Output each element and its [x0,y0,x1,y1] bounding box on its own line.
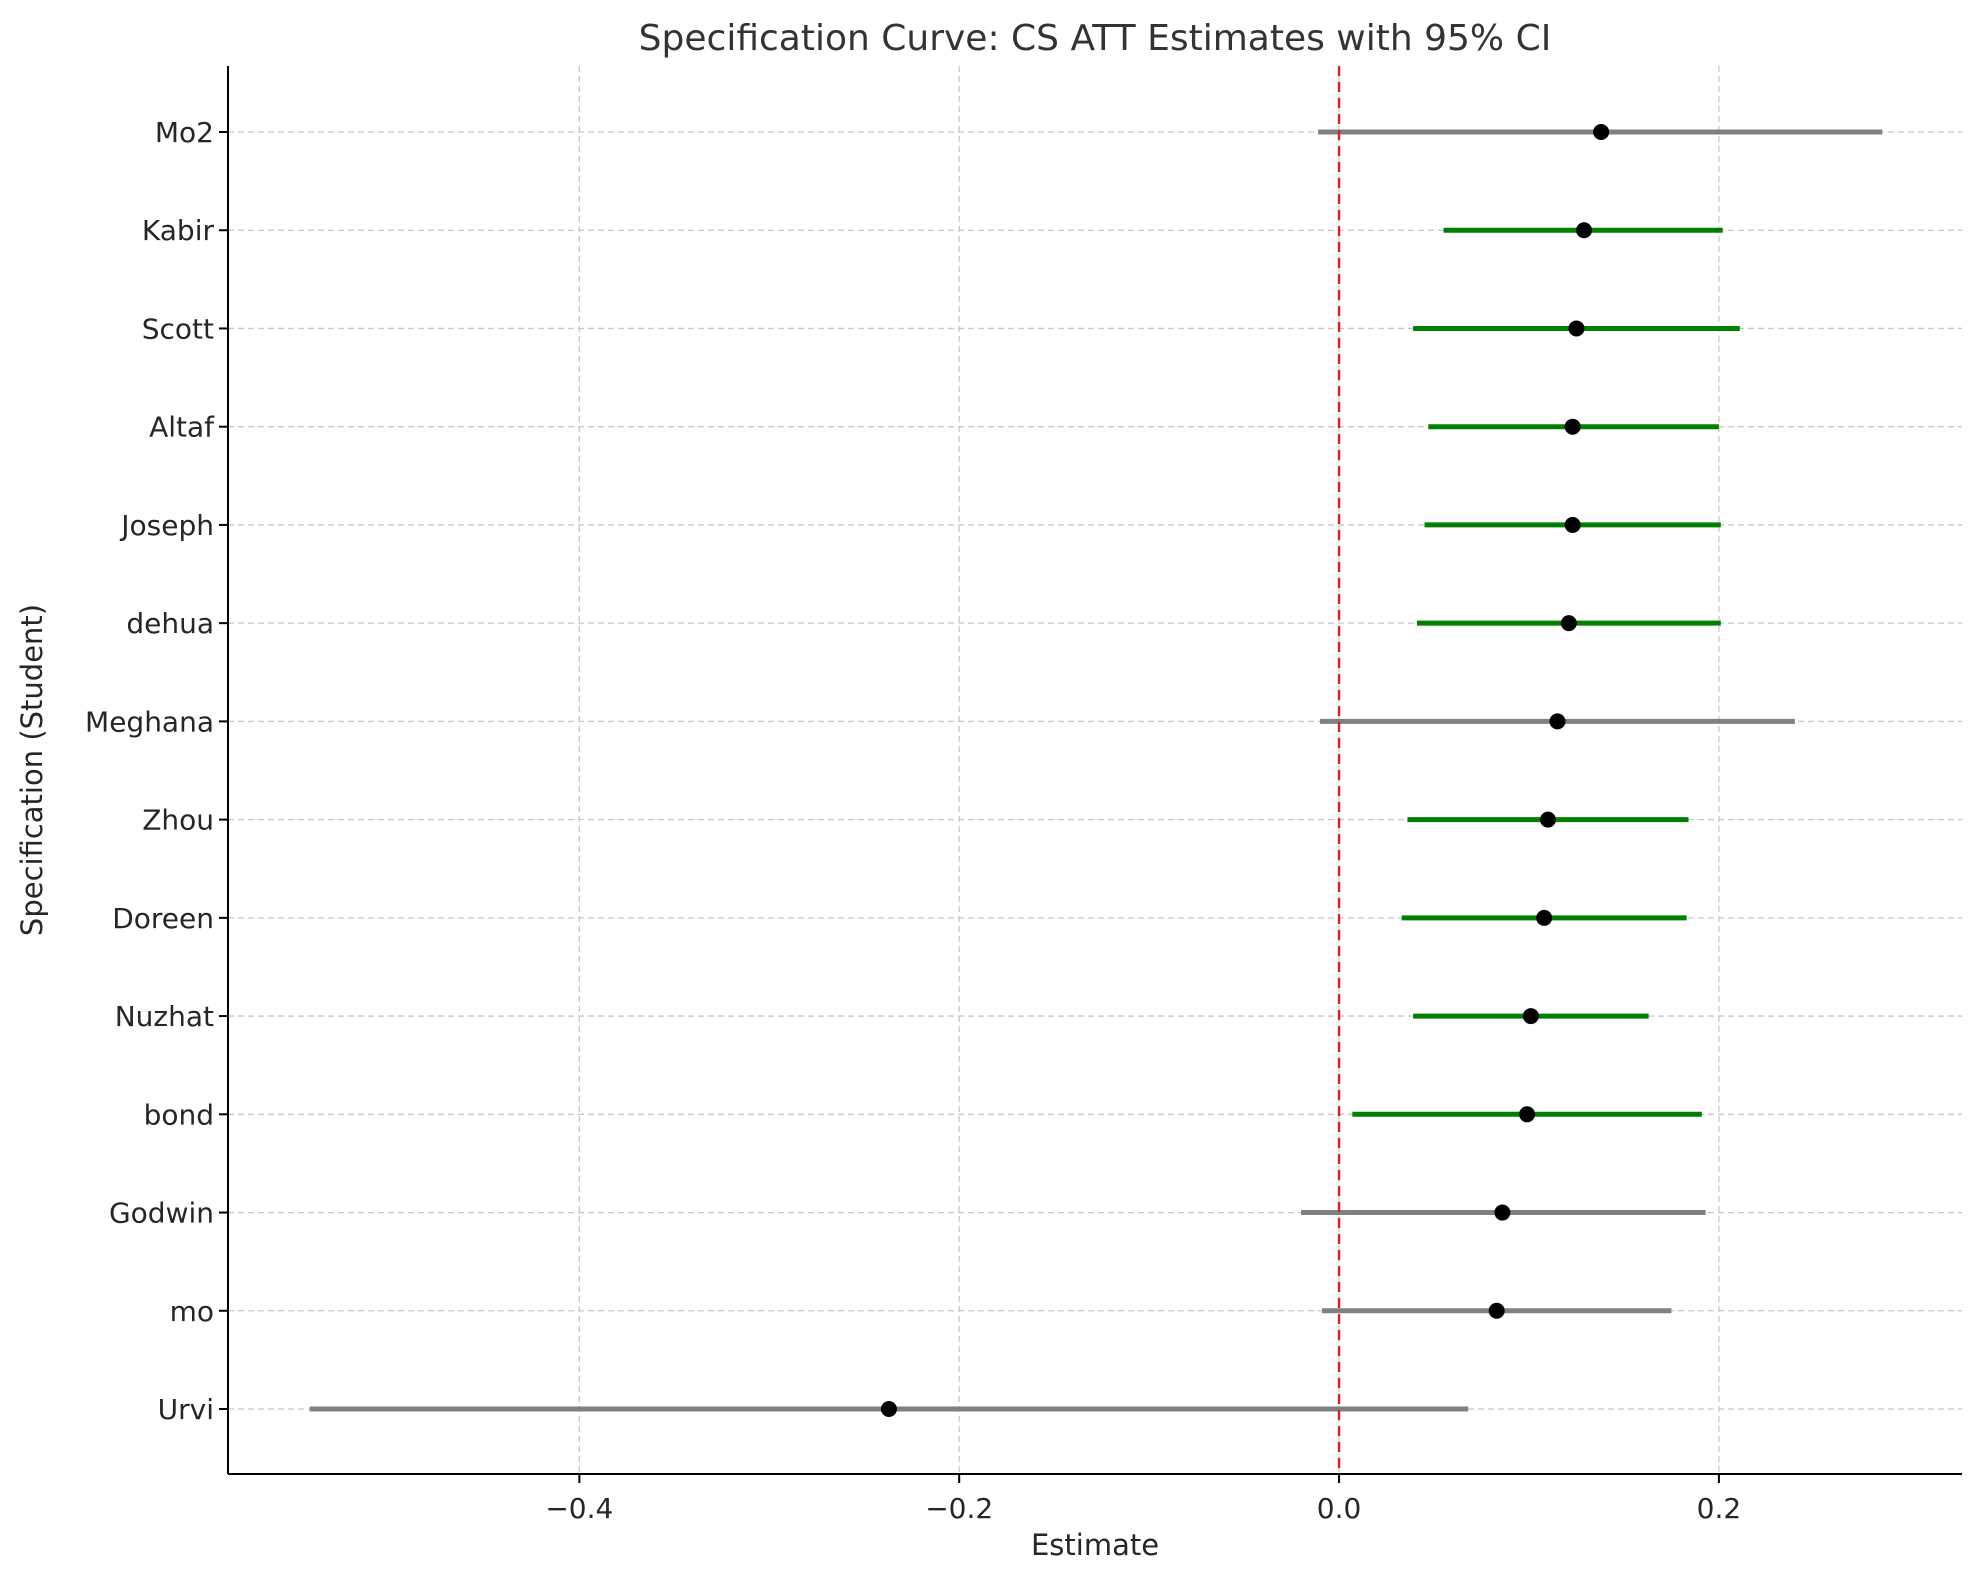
y-tick-label: Nuzhat [115,1000,214,1033]
chart-title: Specification Curve: CS ATT Estimates wi… [639,18,1552,59]
x-tick-layer: −0.4 −0.2 0.0 0.2 [545,1474,1741,1525]
y-tick-label: Kabir [142,214,215,247]
estimate-point-godwin [1494,1204,1511,1221]
y-tick-label: mo [170,1295,214,1328]
y-tick-label: Joseph [119,509,214,542]
estimate-point-meghana [1549,713,1566,730]
y-tick-label: Meghana [85,705,214,738]
x-tick-label: 0.2 [1697,1492,1742,1525]
estimate-point-joseph [1564,516,1581,533]
ci-layer [309,129,1883,1412]
y-tick-label: Doreen [112,902,214,935]
estimate-point-dehua [1560,615,1577,632]
y-tick-label: Godwin [109,1197,214,1230]
y-tick-layer: Mo2 Kabir Scott Altaf Joseph dehua Meghana Zhou… [85,116,228,1426]
estimate-point-nuzhat [1522,1008,1539,1025]
estimate-point-bond [1519,1106,1536,1123]
point-layer [880,124,1610,1417]
y-tick-label: Altaf [149,411,215,444]
y-tick-label: Zhou [142,804,214,837]
estimate-point-urvi [880,1401,897,1417]
estimate-point-kabir [1576,222,1593,239]
grid-layer [228,66,1962,1474]
x-tick-label: −0.2 [925,1492,993,1525]
estimate-point-doreen [1536,909,1553,926]
axis-layer [227,66,1962,1475]
y-axis-title: Specification (Student) [15,604,49,936]
y-tick-label: Scott [142,312,214,345]
y-tick-label: dehua [126,607,214,640]
estimate-point-zhou [1539,811,1556,828]
x-tick-label: 0.0 [1317,1492,1362,1525]
y-tick-label: bond [144,1098,214,1131]
estimate-point-mo2 [1593,124,1610,140]
estimate-point-altaf [1564,418,1581,435]
y-tick-label: Mo2 [155,116,214,149]
x-tick-label: −0.4 [545,1492,613,1525]
estimate-point-mo [1488,1302,1505,1319]
x-axis-title: Estimate [1031,1528,1159,1562]
estimate-point-scott [1568,320,1585,337]
y-tick-label: Urvi [158,1393,214,1426]
